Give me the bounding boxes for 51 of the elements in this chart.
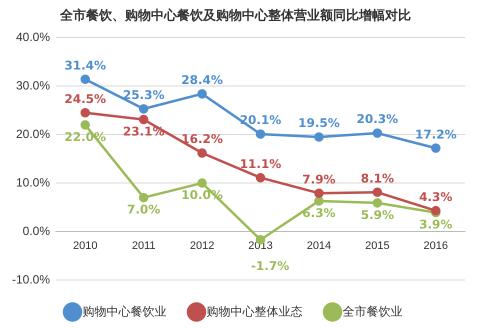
point xyxy=(197,89,207,99)
y-tick-label: -10.0% xyxy=(12,272,50,286)
data-label: 31.4% xyxy=(64,58,106,72)
data-label: 25.3% xyxy=(122,88,164,102)
y-tick-label: 30.0% xyxy=(16,78,50,92)
data-label: 20.3% xyxy=(356,112,398,126)
point xyxy=(314,188,324,198)
y-tick-label: 0.0% xyxy=(22,224,50,238)
data-label: 17.2% xyxy=(414,127,457,142)
point xyxy=(372,188,382,197)
x-tick-label: 2014 xyxy=(306,240,332,252)
data-label: -1.7% xyxy=(250,258,290,273)
point xyxy=(197,178,207,188)
data-label: 11.1% xyxy=(240,156,282,171)
point xyxy=(197,148,207,158)
point xyxy=(138,114,148,124)
x-tick-label: 2015 xyxy=(365,240,390,252)
y-tick-label: 10.0% xyxy=(16,175,50,190)
data-label: 16.2% xyxy=(181,132,223,146)
data-label: 24.5% xyxy=(64,92,106,106)
data-label: 19.5% xyxy=(298,116,340,130)
point xyxy=(80,120,90,130)
point xyxy=(372,128,382,138)
data-label: 5.9% xyxy=(360,208,394,222)
chart-title: 全市餐饮、购物中心餐饮及购物中心整体营业额同比增幅对比 xyxy=(59,7,411,22)
y-tick-label: 40.0% xyxy=(16,30,50,44)
point xyxy=(372,198,382,208)
point xyxy=(314,196,324,206)
x-tick-label: 2010 xyxy=(72,240,98,252)
data-label: 4.3% xyxy=(419,190,452,204)
x-tick-label: 2011 xyxy=(132,240,156,252)
legend-label: 购物中心餐饮业 xyxy=(82,304,166,318)
point xyxy=(138,104,148,114)
point xyxy=(80,74,90,84)
point xyxy=(256,172,266,182)
data-label: 3.9% xyxy=(419,218,452,232)
point xyxy=(431,143,441,153)
data-label: 7.9% xyxy=(302,172,336,186)
data-label: 23.1% xyxy=(122,124,164,139)
data-label: 28.4% xyxy=(181,72,223,87)
point xyxy=(138,192,148,202)
y-tick-label: 20.0% xyxy=(16,126,50,141)
x-tick-label: 2012 xyxy=(190,240,214,252)
point xyxy=(80,108,90,118)
x-tick-label: 2016 xyxy=(424,240,448,252)
legend-label: 购物中心整体业态 xyxy=(206,304,302,318)
data-label: 7.0% xyxy=(127,202,160,217)
data-label: 8.1% xyxy=(360,171,394,186)
legend-label: 全市餐饮业 xyxy=(342,304,402,318)
point xyxy=(256,129,266,139)
point xyxy=(314,132,324,142)
